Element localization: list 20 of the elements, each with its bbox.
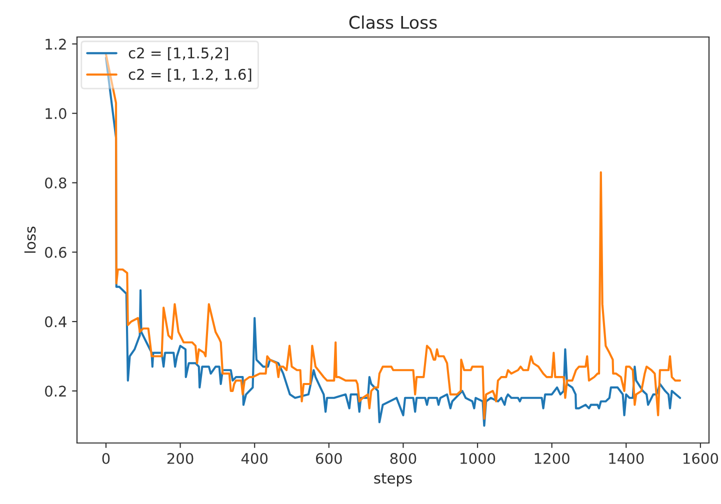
y-tick-label: 1.2 [46,38,66,50]
x-tick-label: 600 [316,452,342,464]
y-tick-label: 0.2 [45,386,66,397]
legend-label: c2 = [1,1.5,2] [128,47,228,60]
x-tick-label: 1200 [534,452,570,464]
x-tick-label: 800 [390,452,416,464]
x-tick-label: 400 [241,452,268,464]
x-axis-title: steps [374,473,412,487]
y-axis-title: loss [24,226,36,253]
y-tick-label: 0.6 [45,246,66,258]
chart-title: Class Loss [349,15,437,29]
y-tick-label: 1.0 [46,108,66,120]
x-tick-label: 1600 [684,452,718,464]
x-tick-label: 1000 [460,452,496,464]
legend-label: c2 = [1, 1.2, 1.6] [128,68,252,82]
y-tick-label: 0.4 [45,316,66,328]
x-tick-label: 1400 [609,452,644,464]
x-tick-label: 200 [167,452,194,464]
y-tick-label: 0.8 [45,177,66,188]
x-tick-label: 0 [102,452,110,464]
